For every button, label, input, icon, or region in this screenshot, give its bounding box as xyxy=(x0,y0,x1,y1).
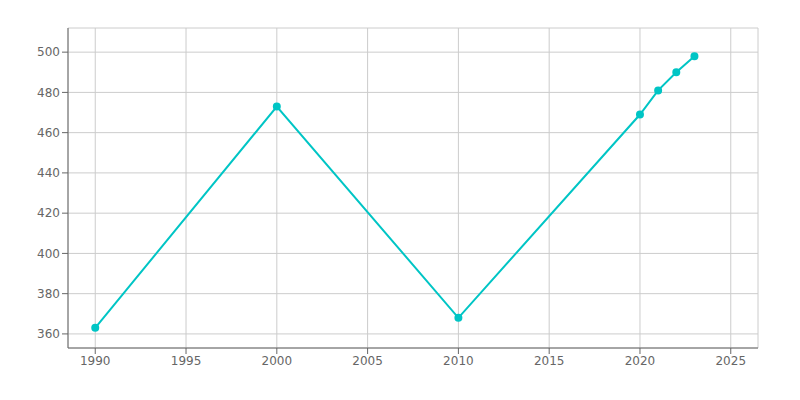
svg-text:1995: 1995 xyxy=(171,354,202,368)
svg-text:380: 380 xyxy=(37,287,60,301)
svg-text:2005: 2005 xyxy=(352,354,383,368)
svg-text:2020: 2020 xyxy=(625,354,656,368)
svg-text:360: 360 xyxy=(37,327,60,341)
svg-text:420: 420 xyxy=(37,206,60,220)
svg-text:400: 400 xyxy=(37,247,60,261)
svg-text:2010: 2010 xyxy=(443,354,474,368)
svg-text:2000: 2000 xyxy=(262,354,293,368)
svg-text:1990: 1990 xyxy=(80,354,111,368)
svg-text:460: 460 xyxy=(37,126,60,140)
svg-text:500: 500 xyxy=(37,45,60,59)
svg-text:440: 440 xyxy=(37,166,60,180)
svg-text:480: 480 xyxy=(37,86,60,100)
svg-text:2025: 2025 xyxy=(715,354,746,368)
svg-text:2015: 2015 xyxy=(534,354,565,368)
